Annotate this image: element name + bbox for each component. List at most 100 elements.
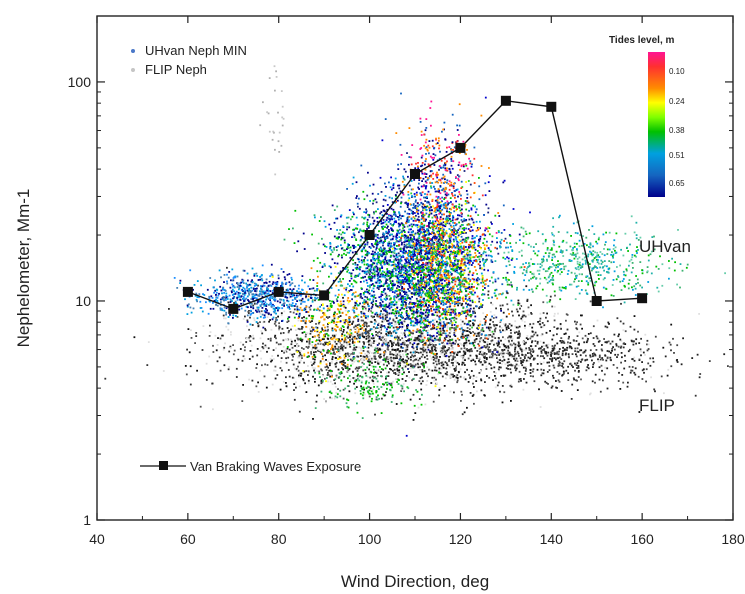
scatter-point bbox=[502, 343, 505, 346]
scatter-point bbox=[480, 379, 483, 382]
scatter-point bbox=[409, 363, 412, 365]
scatter-point bbox=[429, 275, 431, 278]
scatter-point bbox=[390, 382, 393, 385]
scatter-point bbox=[422, 349, 425, 352]
scatter-point bbox=[504, 329, 506, 332]
scatter-point bbox=[425, 209, 428, 211]
scatter-point bbox=[259, 350, 262, 352]
scatter-point bbox=[438, 241, 441, 244]
scatter-point bbox=[437, 360, 440, 363]
scatter-point bbox=[431, 369, 434, 372]
scatter-point bbox=[466, 330, 469, 332]
scatter-point bbox=[572, 377, 575, 380]
scatter-point bbox=[363, 343, 365, 345]
scatter-point bbox=[485, 227, 488, 230]
scatter-point bbox=[511, 356, 514, 359]
scatter-point bbox=[455, 360, 457, 363]
scatter-point bbox=[463, 411, 466, 414]
scatter-point bbox=[449, 224, 452, 227]
scatter-point bbox=[454, 259, 456, 262]
scatter-point bbox=[528, 347, 530, 349]
scatter-point bbox=[498, 346, 501, 348]
scatter-point bbox=[461, 220, 464, 223]
scatter-point bbox=[467, 228, 470, 230]
scatter-point bbox=[606, 326, 609, 329]
scatter-point bbox=[415, 289, 418, 291]
scatter-point bbox=[418, 321, 421, 323]
scatter-point bbox=[387, 217, 390, 220]
scatter-point bbox=[303, 318, 306, 320]
scatter-point bbox=[441, 350, 443, 352]
scatter-point bbox=[556, 333, 558, 336]
scatter-point bbox=[632, 340, 635, 343]
scatter-point bbox=[462, 362, 465, 365]
scatter-point bbox=[433, 280, 435, 283]
scatter-point bbox=[417, 271, 420, 274]
scatter-point bbox=[348, 353, 351, 356]
scatter-point bbox=[451, 344, 454, 346]
scatter-point bbox=[385, 357, 387, 360]
scatter-point bbox=[510, 332, 512, 334]
scatter-point bbox=[527, 313, 530, 316]
scatter-point bbox=[403, 226, 406, 228]
scatter-point bbox=[413, 255, 416, 257]
scatter-point bbox=[188, 351, 191, 354]
scatter-point bbox=[355, 337, 358, 340]
scatter-point bbox=[511, 337, 514, 340]
scatter-point bbox=[456, 240, 459, 243]
scatter-point bbox=[453, 205, 456, 208]
scatter-point bbox=[428, 209, 431, 212]
scatter-point bbox=[344, 352, 347, 355]
scatter-point bbox=[377, 333, 380, 336]
scatter-point bbox=[432, 344, 435, 346]
scatter-point bbox=[358, 336, 360, 339]
scatter-point bbox=[443, 332, 445, 334]
scatter-point bbox=[415, 214, 417, 217]
scatter-point bbox=[357, 320, 360, 322]
scatter-point bbox=[410, 300, 412, 302]
scatter-point bbox=[405, 261, 408, 264]
scatter-point bbox=[404, 235, 407, 237]
scatter-point bbox=[271, 359, 273, 362]
scatter-point bbox=[275, 324, 277, 327]
scatter-point bbox=[325, 401, 327, 404]
scatter-point bbox=[385, 391, 387, 393]
scatter-point bbox=[345, 335, 348, 338]
scatter-point bbox=[494, 278, 497, 281]
scatter-point bbox=[479, 337, 482, 340]
scatter-point bbox=[628, 365, 631, 368]
scatter-point bbox=[399, 360, 402, 363]
scatter-point bbox=[564, 370, 567, 373]
scatter-point bbox=[488, 362, 491, 365]
scatter-point bbox=[567, 337, 570, 340]
scatter-point bbox=[465, 232, 467, 234]
scatter-point bbox=[422, 340, 424, 343]
scatter-point bbox=[372, 222, 375, 225]
scatter-point bbox=[458, 363, 460, 365]
scatter-point bbox=[251, 355, 254, 358]
scatter-point bbox=[402, 340, 405, 342]
scatter-point bbox=[365, 210, 368, 213]
scatter-point bbox=[504, 363, 507, 366]
scatter-point bbox=[371, 375, 374, 378]
cloud-2-1 bbox=[421, 321, 729, 393]
scatter-point bbox=[368, 325, 370, 327]
scatter-point bbox=[406, 353, 409, 355]
scatter-point bbox=[542, 301, 545, 304]
scatter-point bbox=[388, 260, 391, 263]
scatter-point bbox=[575, 379, 577, 382]
scatter-point bbox=[295, 368, 298, 371]
scatter-point bbox=[333, 397, 336, 400]
scatter-point bbox=[542, 361, 545, 364]
scatter-point bbox=[369, 376, 372, 379]
scatter-point bbox=[492, 356, 495, 359]
scatter-point bbox=[424, 293, 426, 295]
scatter-point bbox=[389, 245, 392, 248]
scatter-point bbox=[232, 353, 235, 356]
scatter-point bbox=[341, 360, 344, 363]
scatter-point bbox=[462, 329, 464, 331]
scatter-point bbox=[321, 327, 323, 330]
scatter-point bbox=[487, 327, 490, 330]
scatter-point bbox=[342, 363, 345, 366]
scatter-point bbox=[445, 312, 448, 314]
